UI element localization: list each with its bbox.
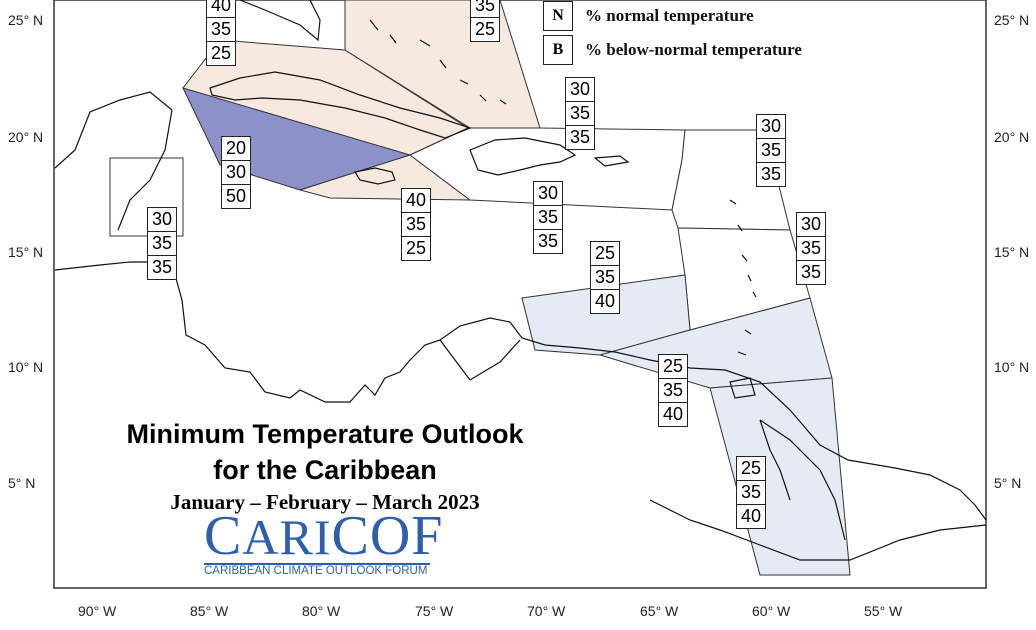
prob-normal: 35 xyxy=(148,232,176,256)
lon-label: 90° W xyxy=(78,603,117,619)
lat-label: 25° N xyxy=(8,12,43,28)
lon-label: 75° W xyxy=(415,603,454,619)
lon-label: 60° W xyxy=(752,603,791,619)
prob-above: 30 xyxy=(148,208,176,232)
prob-box-abc-islands: 25 35 40 xyxy=(590,241,620,314)
prob-normal: 35 xyxy=(797,237,825,261)
prob-below: 40 xyxy=(594,291,616,311)
coast-central-america xyxy=(54,261,987,521)
prob-box-bahamas-east: 35 25 xyxy=(470,0,500,42)
prob-box-belize: 30 35 35 xyxy=(147,207,177,280)
prob-normal: 35 xyxy=(659,379,687,403)
prob-box-jamaica: 40 35 25 xyxy=(401,188,431,261)
prob-normal: 30 xyxy=(222,161,250,185)
logo-underline xyxy=(204,563,430,565)
coast-puerto-rico xyxy=(593,155,630,167)
prob-above: 25 xyxy=(591,242,619,266)
prob-above: 25 xyxy=(737,457,765,481)
prob-normal: 35 xyxy=(737,481,765,505)
lat-label: 20° N xyxy=(994,129,1029,145)
prob-below: 25 xyxy=(405,238,427,258)
prob-normal: 35 xyxy=(207,18,235,42)
lat-label: 10° N xyxy=(8,359,43,375)
coastlines xyxy=(54,0,987,561)
coast-lesser-antilles xyxy=(729,199,757,356)
longitude-labels: 90° W 85° W 80° W 75° W 70° W 65° W 60° … xyxy=(78,603,903,619)
coast-trinidad xyxy=(729,377,756,399)
prob-box-turks-caicos: 30 35 35 xyxy=(565,77,595,150)
latitude-labels-left: 25° N 20° N 15° N 10° N 5° N xyxy=(8,12,43,491)
prob-below: 40 xyxy=(740,506,762,526)
latitude-labels-right: 25° N 20° N 15° N 10° N 5° N xyxy=(994,12,1029,491)
lat-label: 5° N xyxy=(8,475,35,491)
prob-below: 35 xyxy=(537,231,559,251)
prob-below: 35 xyxy=(800,262,822,282)
map-frame xyxy=(53,0,987,589)
coast-guianas xyxy=(759,419,846,541)
legend-below-normal: B % below-normal temperature xyxy=(543,34,802,66)
prob-normal: 35 xyxy=(757,139,785,163)
prob-above: 30 xyxy=(566,78,594,102)
coast-south-america-interior xyxy=(439,339,987,561)
lat-label: 10° N xyxy=(994,359,1029,375)
lat-label: 20° N xyxy=(8,129,43,145)
prob-above: 30 xyxy=(534,182,562,206)
coast-florida xyxy=(239,0,321,42)
lat-label: 15° N xyxy=(8,244,43,260)
prob-box-cayman-western-cuba: 20 30 50 xyxy=(221,136,251,209)
prob-below: 25 xyxy=(474,19,496,39)
lon-label: 80° W xyxy=(302,603,341,619)
prob-below: 35 xyxy=(760,164,782,184)
prob-above: 40 xyxy=(402,189,430,213)
lon-label: 85° W xyxy=(190,603,229,619)
prob-box-trinidad-tobago: 25 35 40 xyxy=(658,354,688,427)
prob-normal: 35 xyxy=(591,266,619,290)
zone-guianas xyxy=(709,377,851,576)
prob-above: 25 xyxy=(659,355,687,379)
prob-box-windward-islands: 30 35 35 xyxy=(796,212,826,285)
caricof-logo: CARICOF xyxy=(204,505,444,567)
coast-hispaniola xyxy=(469,137,577,176)
prob-above: 30 xyxy=(797,213,825,237)
prob-above: 40 xyxy=(207,0,235,18)
lat-label: 25° N xyxy=(994,12,1029,28)
prob-normal: 35 xyxy=(471,0,499,18)
map-period: January – February – March 2023 xyxy=(170,490,480,514)
coast-bahamas-islands xyxy=(369,19,507,105)
prob-below: 50 xyxy=(225,186,247,206)
prob-below: 35 xyxy=(151,257,173,277)
lon-label: 65° W xyxy=(640,603,679,619)
lon-label: 55° W xyxy=(864,603,903,619)
legend-normal: N % normal temperature xyxy=(543,0,754,32)
lat-label: 15° N xyxy=(994,244,1029,260)
map-title-line-1: Minimum Temperature Outlook xyxy=(126,419,524,449)
prob-above: 20 xyxy=(222,137,250,161)
logo-tagline: CARIBBEAN CLIMATE OUTLOOK FORUM xyxy=(204,565,428,577)
coast-mexico-yucatan xyxy=(54,91,173,231)
legend-text-below: % below-normal temperature xyxy=(585,40,802,59)
lat-label: 5° N xyxy=(994,475,1021,491)
prob-box-bahamas-west: 40 35 25 xyxy=(206,0,236,66)
coast-jamaica xyxy=(354,167,396,185)
prob-below: 25 xyxy=(210,43,232,63)
prob-below: 35 xyxy=(569,127,591,147)
prob-normal: 35 xyxy=(566,102,594,126)
prob-below: 40 xyxy=(662,404,684,424)
prob-box-guianas: 25 35 40 xyxy=(736,456,766,529)
map-title-line-2: for the Caribbean xyxy=(213,455,437,485)
legend-key-below: B xyxy=(543,35,573,65)
coast-cuba xyxy=(209,71,472,139)
forecast-zones xyxy=(109,0,851,576)
lon-label: 70° W xyxy=(527,603,566,619)
prob-above: 30 xyxy=(757,115,785,139)
legend-key-normal: N xyxy=(543,1,573,31)
zone-belize xyxy=(109,157,184,237)
legend-text-normal: % normal temperature xyxy=(585,6,754,25)
prob-normal: 35 xyxy=(402,213,430,237)
prob-box-hispaniola-puerto-rico: 30 35 35 xyxy=(533,181,563,254)
prob-normal: 35 xyxy=(534,206,562,230)
prob-box-leeward-islands: 30 35 35 xyxy=(756,114,786,187)
